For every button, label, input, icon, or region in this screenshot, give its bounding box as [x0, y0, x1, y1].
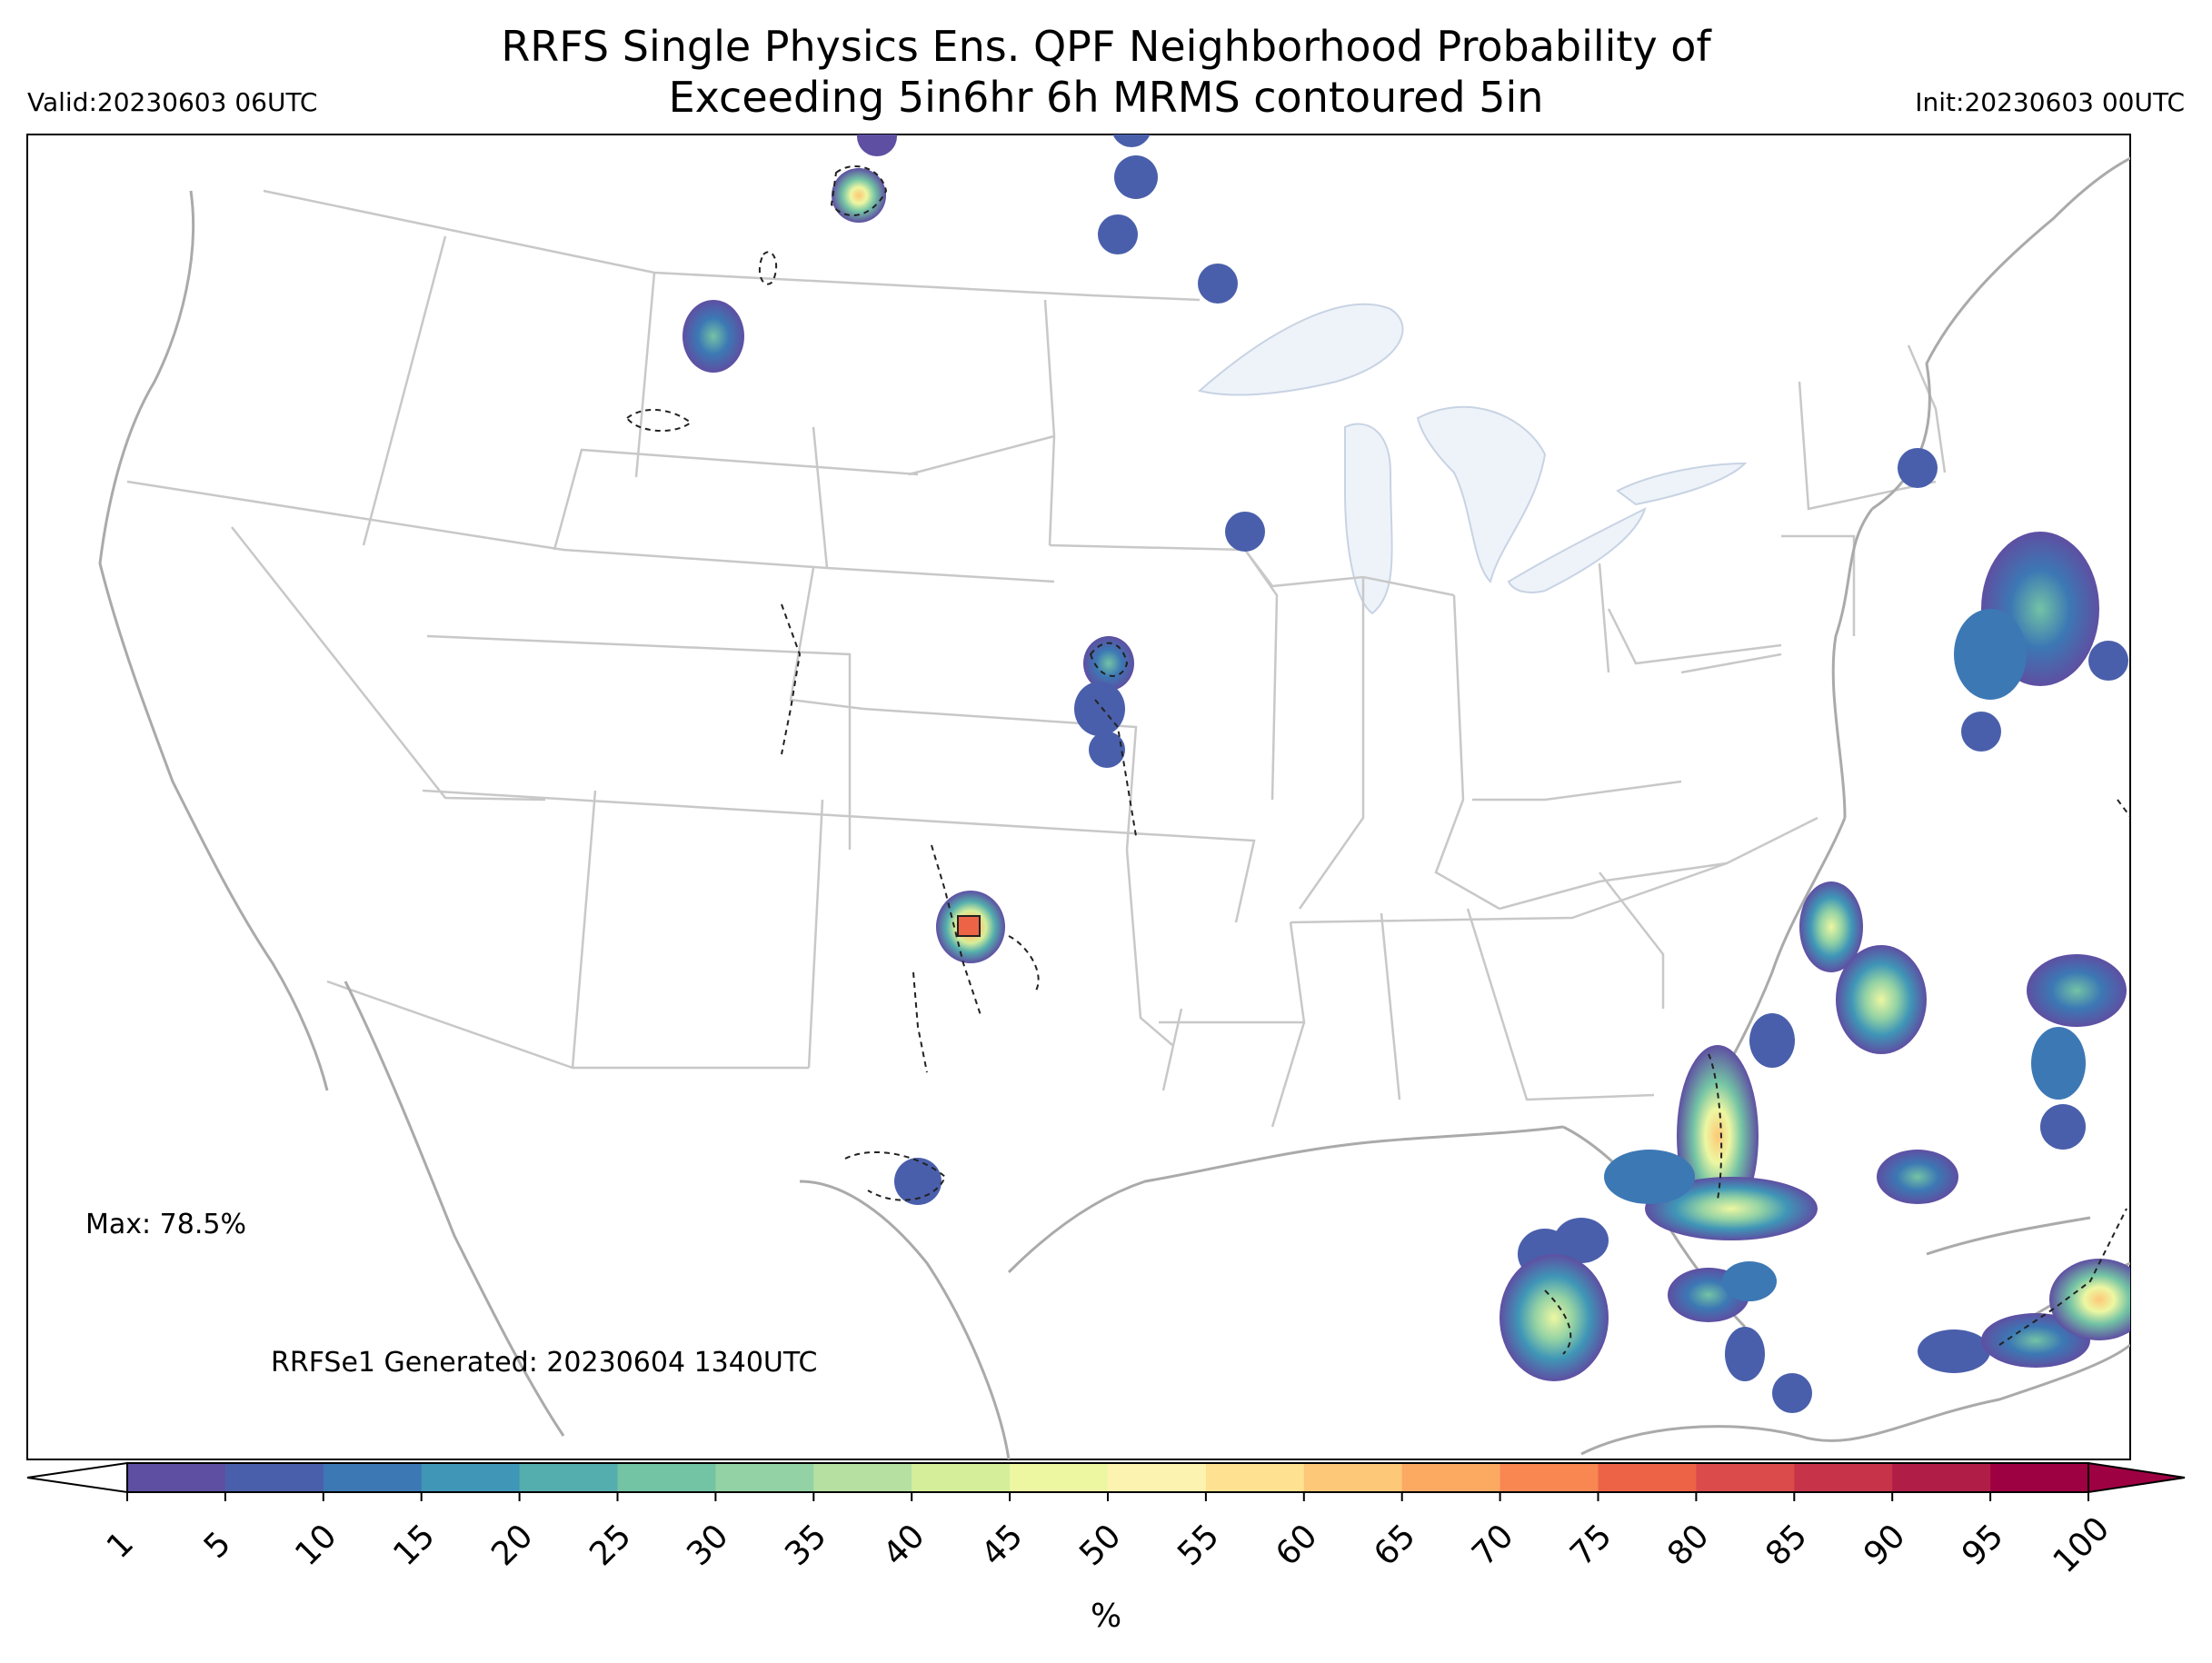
prob-blob	[1074, 682, 1125, 736]
prob-blob	[1112, 134, 1151, 147]
prob-blob	[2040, 1104, 2086, 1150]
colorbar-bin	[1205, 1463, 1305, 1492]
colorbar-bin	[813, 1463, 912, 1492]
prob-blob	[1500, 1254, 1609, 1381]
prob-blob	[1799, 881, 1863, 972]
colorbar-bin	[1794, 1463, 1893, 1492]
prob-blob	[832, 168, 886, 223]
colorbar-bin	[1010, 1463, 1109, 1492]
prob-blob	[894, 1158, 942, 1205]
colorbar-bin	[1401, 1463, 1501, 1492]
colorbar-over-arrow	[2087, 1461, 2186, 1494]
prob-blob	[1772, 1373, 1812, 1413]
prob-max-cell	[957, 915, 981, 937]
colorbar-bin	[127, 1463, 226, 1492]
colorbar-bin	[323, 1463, 423, 1492]
prob-blob	[1954, 609, 2027, 700]
prob-blob	[1749, 1013, 1795, 1068]
prob-blob	[2027, 954, 2127, 1027]
colorbar-bin	[421, 1463, 521, 1492]
colorbar-bin	[1303, 1463, 1403, 1492]
great-lakes	[1197, 303, 1748, 615]
mrms-contours	[625, 164, 2130, 1355]
max-value-label: Max: 78.5%	[85, 1209, 246, 1240]
prob-blob	[1114, 155, 1158, 199]
valid-time-label: Valid:20230603 06UTC	[27, 87, 318, 117]
figure-title-line2: Exceeding 5in6hr 6h MRMS contoured 5in	[668, 73, 1544, 122]
prob-blob	[1961, 712, 2001, 752]
colorbar-bin	[1696, 1463, 1795, 1492]
colorbar-under-arrow	[26, 1461, 128, 1494]
colorbar-bin	[519, 1463, 618, 1492]
colorbar-bin	[224, 1463, 324, 1492]
colorbar-bin	[912, 1463, 1011, 1492]
init-time-label: Init:20230603 00UTC	[1915, 87, 2185, 117]
colorbar-bin	[617, 1463, 716, 1492]
prob-blob	[1836, 945, 1927, 1054]
colorbar-bin	[1108, 1463, 1207, 1492]
prob-blob	[1089, 732, 1125, 768]
probability-fields	[683, 134, 2130, 1413]
prob-blob	[1918, 1329, 1990, 1373]
colorbar	[26, 1461, 2186, 1501]
colorbar-bin	[1598, 1463, 1697, 1492]
prob-blob	[1725, 1327, 1765, 1381]
state-borders	[126, 189, 1947, 1128]
prob-blob	[2049, 1259, 2130, 1340]
prob-blob	[683, 300, 744, 373]
prob-blob	[1898, 448, 1938, 488]
prob-blob	[1198, 264, 1238, 304]
figure-title-line1: RRFS Single Physics Ens. QPF Neighborhoo…	[501, 22, 1711, 71]
prob-blob	[1225, 512, 1265, 552]
prob-blob	[1722, 1261, 1777, 1301]
colorbar-bin	[715, 1463, 814, 1492]
prob-blob	[2031, 1027, 2086, 1100]
prob-blob	[1604, 1150, 1695, 1204]
colorbar-bin	[1990, 1463, 2089, 1492]
map-frame	[26, 134, 2131, 1460]
prob-blob	[1877, 1150, 1958, 1204]
prob-blob	[2088, 641, 2128, 681]
generated-label: RRFSe1 Generated: 20230604 1340UTC	[271, 1347, 818, 1379]
colorbar-units-label: %	[1091, 1598, 1122, 1635]
prob-blob	[1083, 636, 1134, 691]
prob-blob	[857, 134, 897, 156]
prob-blob	[1098, 214, 1138, 254]
prob-blob	[1645, 1177, 1818, 1240]
colorbar-bin	[1892, 1463, 1991, 1492]
colorbar-bin	[1500, 1463, 1599, 1492]
